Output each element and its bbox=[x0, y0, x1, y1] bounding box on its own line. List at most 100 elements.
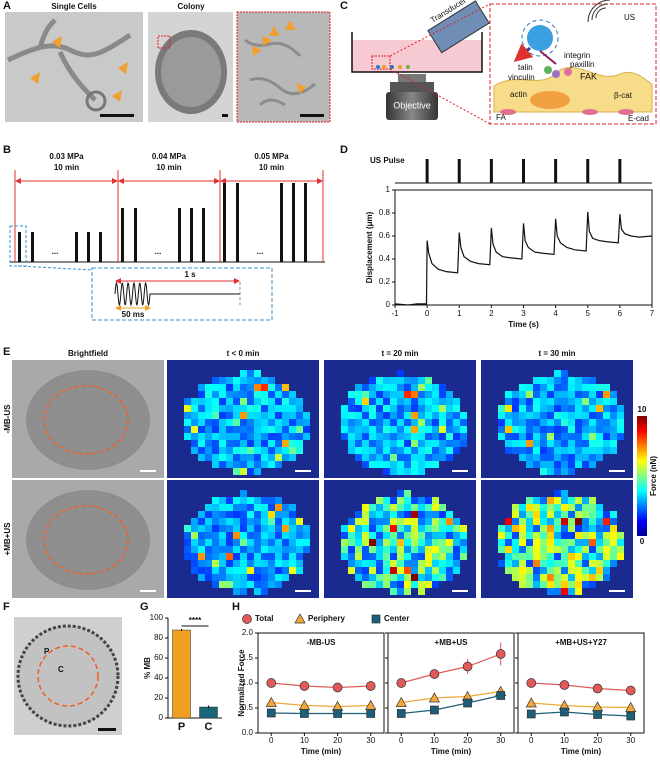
force-cell bbox=[453, 405, 460, 412]
scale-bar bbox=[300, 114, 324, 117]
force-cell bbox=[617, 532, 624, 539]
force-cell bbox=[369, 511, 376, 518]
colorbar bbox=[637, 416, 647, 536]
force-cell bbox=[589, 518, 596, 525]
force-cell bbox=[460, 440, 467, 447]
force-cell bbox=[568, 504, 575, 511]
force-cell bbox=[390, 426, 397, 433]
force-cell bbox=[540, 532, 547, 539]
force-cell bbox=[268, 433, 275, 440]
force-cell bbox=[205, 567, 212, 574]
pulse-waveform bbox=[114, 281, 240, 307]
force-cell bbox=[390, 560, 397, 567]
force-cell bbox=[397, 377, 404, 384]
force-cell bbox=[561, 581, 568, 588]
force-cell bbox=[219, 461, 226, 468]
region-boundary bbox=[43, 385, 129, 455]
x-tick-label: 30 bbox=[626, 736, 635, 745]
force-cell bbox=[519, 581, 526, 588]
force-cell bbox=[355, 405, 362, 412]
force-cell bbox=[439, 454, 446, 461]
force-cell bbox=[596, 504, 603, 511]
force-cell bbox=[505, 412, 512, 419]
pulse-bar bbox=[121, 208, 124, 262]
force-cell bbox=[547, 433, 554, 440]
force-cell bbox=[404, 426, 411, 433]
force-cell bbox=[219, 567, 226, 574]
force-cell bbox=[233, 525, 240, 532]
force-cell bbox=[446, 412, 453, 419]
force-cell bbox=[261, 454, 268, 461]
force-cell bbox=[439, 546, 446, 553]
force-cell bbox=[505, 398, 512, 405]
force-cell bbox=[219, 447, 226, 454]
bubble-ring bbox=[521, 19, 559, 57]
force-cell bbox=[233, 377, 240, 384]
force-cell bbox=[205, 511, 212, 518]
force-cell bbox=[376, 553, 383, 560]
force-cell bbox=[418, 468, 425, 475]
force-cell bbox=[439, 539, 446, 546]
force-cell bbox=[404, 419, 411, 426]
force-cell bbox=[582, 412, 589, 419]
force-cell bbox=[446, 447, 453, 454]
force-cell bbox=[362, 574, 369, 581]
panel-label: E bbox=[3, 346, 10, 358]
force-cell bbox=[512, 560, 519, 567]
force-cell bbox=[554, 574, 561, 581]
force-cell bbox=[212, 539, 219, 546]
force-cell bbox=[240, 377, 247, 384]
force-cell bbox=[547, 412, 554, 419]
force-cell bbox=[268, 447, 275, 454]
force-cell bbox=[446, 391, 453, 398]
force-cell bbox=[460, 433, 467, 440]
force-cell bbox=[589, 511, 596, 518]
force-cell bbox=[233, 581, 240, 588]
force-cell bbox=[268, 377, 275, 384]
force-cell bbox=[404, 511, 411, 518]
force-cell bbox=[568, 419, 575, 426]
objective bbox=[390, 82, 434, 92]
scale-bar bbox=[609, 470, 625, 472]
us-pulse bbox=[522, 159, 525, 183]
force-cell bbox=[191, 419, 198, 426]
x-tick-label: 2 bbox=[489, 309, 494, 318]
force-cell bbox=[205, 405, 212, 412]
force-cell bbox=[397, 539, 404, 546]
force-cell bbox=[348, 440, 355, 447]
force-cell bbox=[376, 581, 383, 588]
force-cell bbox=[233, 454, 240, 461]
marker bbox=[300, 709, 309, 718]
force-cell bbox=[240, 574, 247, 581]
force-cell bbox=[568, 518, 575, 525]
force-cell bbox=[505, 539, 512, 546]
force-cell bbox=[376, 440, 383, 447]
force-cell bbox=[261, 581, 268, 588]
scale-bar bbox=[98, 728, 116, 731]
plot-frame bbox=[387, 632, 515, 734]
force-cell bbox=[589, 377, 596, 384]
force-cell bbox=[240, 440, 247, 447]
force-cell bbox=[432, 440, 439, 447]
force-cell bbox=[348, 567, 355, 574]
pulse-bar bbox=[304, 183, 307, 262]
force-cell bbox=[289, 518, 296, 525]
force-cell bbox=[589, 391, 596, 398]
force-cell bbox=[505, 440, 512, 447]
force-cell bbox=[233, 461, 240, 468]
force-cell bbox=[453, 518, 460, 525]
force-cell bbox=[610, 419, 617, 426]
force-cell bbox=[512, 525, 519, 532]
force-cell bbox=[226, 426, 233, 433]
force-cell bbox=[568, 567, 575, 574]
force-cell bbox=[261, 426, 268, 433]
force-cell bbox=[526, 511, 533, 518]
force-cell bbox=[526, 412, 533, 419]
force-cell bbox=[184, 539, 191, 546]
force-cell bbox=[418, 384, 425, 391]
force-cell bbox=[519, 525, 526, 532]
force-cell bbox=[390, 567, 397, 574]
force-cell bbox=[610, 398, 617, 405]
force-cell bbox=[453, 398, 460, 405]
colony bbox=[161, 37, 221, 107]
